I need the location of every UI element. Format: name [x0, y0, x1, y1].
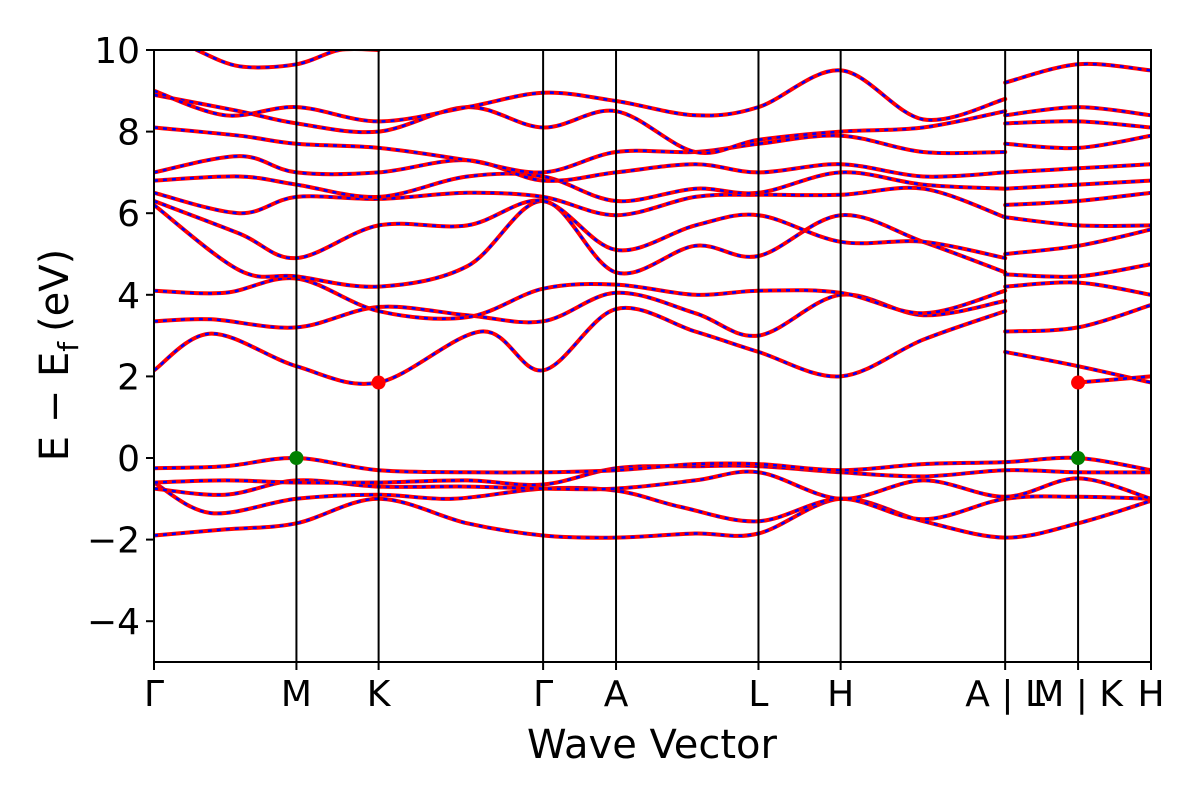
y-tick-label-4: 4	[117, 276, 140, 317]
y-axis-label-unit: (eV)	[32, 249, 78, 332]
y-tick-label-7: 10	[94, 31, 140, 72]
x-tick-label-2: K	[367, 674, 392, 715]
plot-frame	[153, 49, 1152, 663]
x-tick-label-6: H	[827, 674, 854, 715]
cbm-marker-0	[371, 375, 386, 390]
band-spin-up-2	[154, 469, 1151, 501]
x-tick-label-5: L	[748, 674, 768, 715]
band-spin-down-4	[154, 456, 1151, 474]
x-tick-label-3: Γ	[533, 674, 553, 715]
x-tick-label-1: M	[281, 674, 312, 715]
band-spin-up-14	[154, 185, 1008, 220]
x-tick-label-4: A	[604, 674, 629, 715]
band-spin-down-1	[154, 481, 1151, 523]
band-spin-down-18	[154, 93, 1006, 155]
band-spin-down-8	[154, 291, 1006, 338]
band-spin-down-0	[154, 497, 1151, 539]
y-tick-label-5: 6	[117, 194, 140, 235]
y-tick-label-1: −2	[87, 521, 140, 562]
extrema-markers	[289, 375, 1086, 465]
x-tick-label-9: H	[1137, 674, 1164, 715]
cbm-marker-1	[1071, 375, 1086, 390]
bands-layer	[154, 50, 1151, 540]
band-spin-down-19	[154, 69, 1006, 123]
band-spin-up-17	[154, 125, 1008, 175]
y-axis-label-main: E − E	[32, 352, 78, 462]
band-spin-down-13	[154, 199, 1006, 260]
y-tick-labels: −4 −2 0 2 4 6 8 10	[87, 31, 154, 643]
vbm-marker-1	[1071, 451, 1086, 465]
band-spin-up-9	[154, 276, 1008, 321]
band-spin-up-1	[154, 480, 1151, 524]
axes	[153, 49, 1152, 663]
y-axis-label-subscript: f	[52, 341, 85, 352]
band-spin-down-7	[1077, 375, 1151, 384]
x-tick-label-7: A | L	[965, 674, 1045, 715]
y-tick-label-6: 8	[117, 113, 140, 154]
y-axis-label: E − Ef (eV)	[32, 249, 85, 462]
kpath-lines	[153, 50, 1152, 662]
y-tick-label-0: −4	[87, 602, 140, 643]
vbm-marker-0	[289, 451, 304, 465]
band-spin-down-14	[154, 186, 1006, 219]
band-spin-up-18	[154, 92, 1008, 155]
x-tick-labels: Γ M K Γ A L H A | LM | K H	[144, 662, 1165, 715]
band-spin-up-0	[154, 496, 1151, 540]
x-tick-label-8: M | K	[1033, 674, 1124, 715]
y-tick-label-2: 0	[117, 439, 140, 480]
x-tick-label-0: Γ	[144, 674, 164, 715]
band-spin-up-5	[154, 305, 1008, 386]
band-spin-up-30	[194, 50, 381, 70]
y-tick-label-3: 2	[117, 357, 140, 398]
band-spin-down-5	[154, 306, 1006, 386]
band-spin-up-8	[154, 290, 1008, 338]
band-spin-down-17	[154, 126, 1006, 174]
band-spin-down-30	[196, 50, 379, 69]
x-axis-label: Wave Vector	[527, 722, 778, 768]
band-spin-down-15	[154, 171, 1006, 203]
